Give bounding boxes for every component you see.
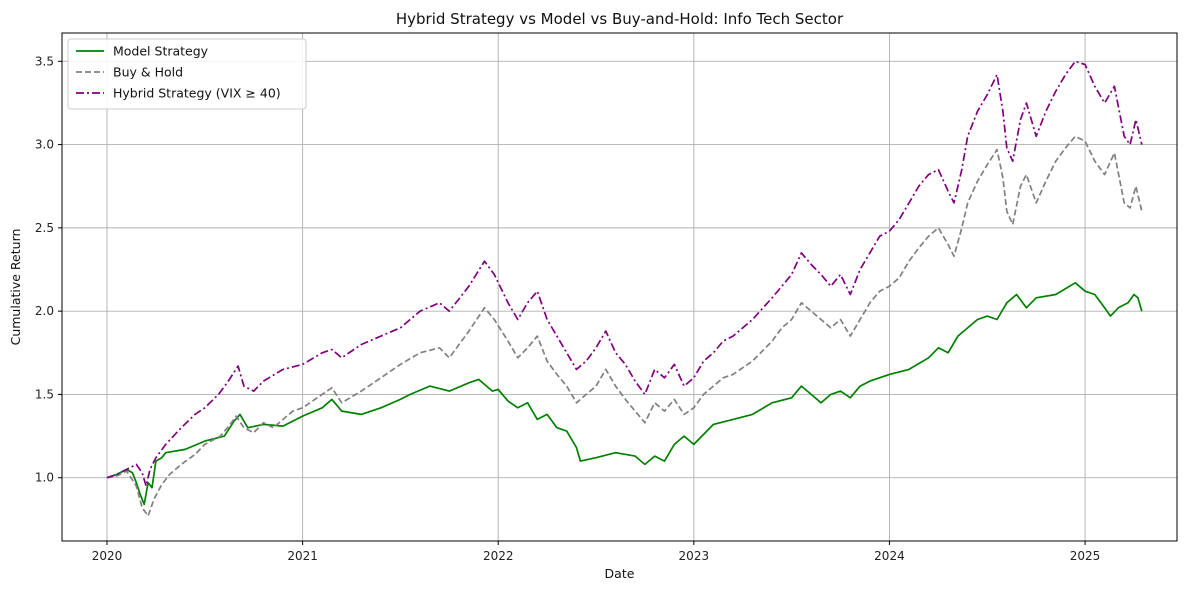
series-line-2 (106, 135, 1143, 517)
grid (62, 33, 1177, 541)
chart-title: Hybrid Strategy vs Model vs Buy-and-Hold… (396, 10, 844, 28)
legend-label-3: Hybrid Strategy (VIX ≥ 40) (113, 86, 281, 101)
legend-label-2: Buy & Hold (113, 65, 183, 80)
x-tick-label: 2021 (287, 549, 318, 563)
x-tick-label: 2023 (679, 549, 710, 563)
x-tick-label: 2020 (92, 549, 123, 563)
x-tick-label: 2025 (1070, 549, 1101, 563)
ticks: 2020 2021 2022 2023 2024 2025 1.0 1.5 2.0 2.5 3.0 3… (35, 54, 1100, 563)
y-tick-label: 2.0 (35, 304, 54, 318)
plot-frame (61, 32, 1178, 542)
y-axis-label: Cumulative Return (8, 229, 23, 346)
series-layer (106, 60, 1143, 517)
series-line-1 (106, 281, 1143, 506)
legend: Model Strategy Buy & Hold Hybrid Strategy … (67, 38, 307, 110)
x-tick-label: 2024 (874, 549, 905, 563)
y-tick-label: 2.5 (35, 221, 54, 235)
x-axis-label: Date (605, 566, 635, 581)
y-tick-label: 3.5 (35, 54, 54, 68)
legend-box (67, 38, 307, 110)
x-tick-label: 2022 (483, 549, 514, 563)
series-line-3 (106, 60, 1143, 487)
legend-label-1: Model Strategy (113, 44, 209, 59)
y-tick-label: 1.5 (35, 387, 54, 401)
y-tick-label: 3.0 (35, 138, 54, 152)
y-tick-label: 1.0 (35, 471, 54, 485)
